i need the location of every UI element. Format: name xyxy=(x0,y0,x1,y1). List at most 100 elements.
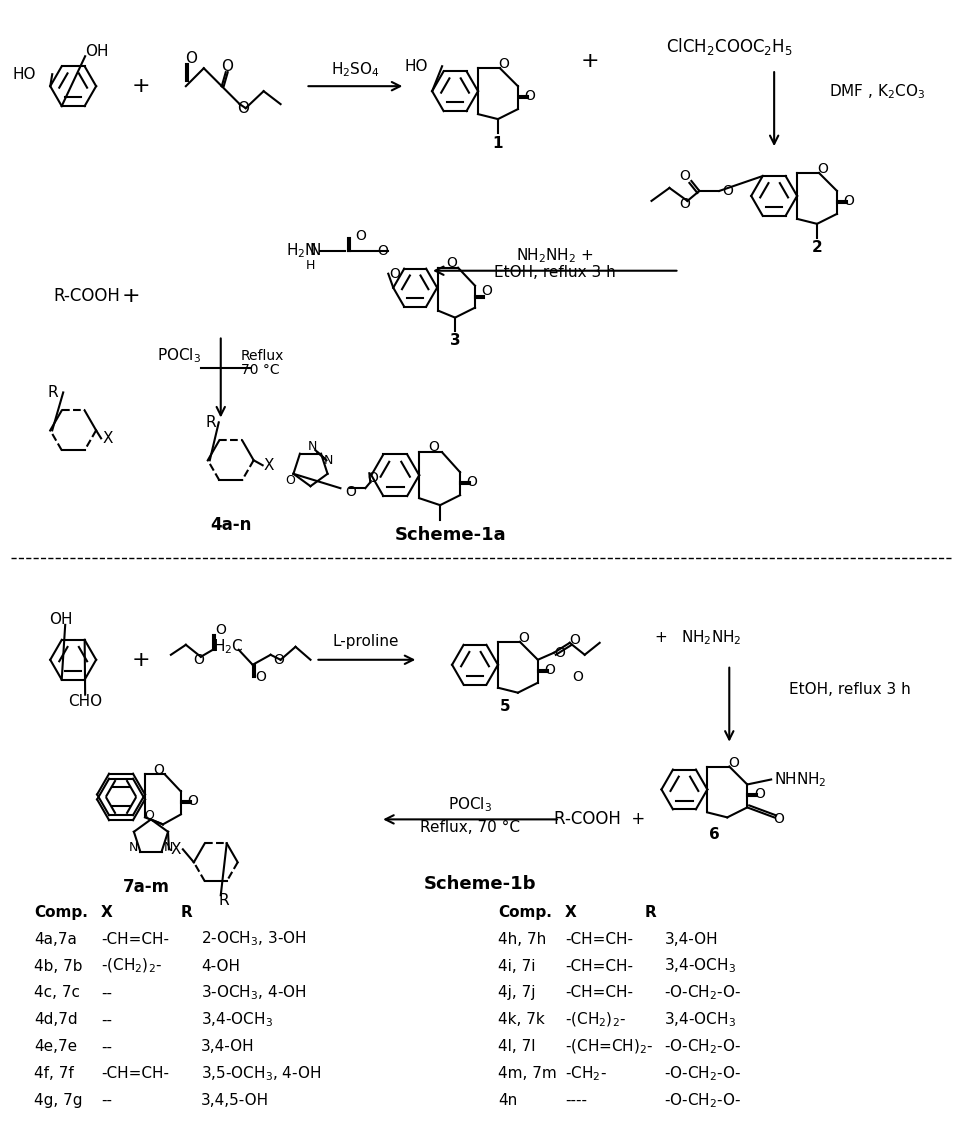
Text: 3: 3 xyxy=(450,333,460,348)
Text: 70 °C: 70 °C xyxy=(240,364,279,377)
Text: O: O xyxy=(366,471,378,485)
Text: O: O xyxy=(518,630,529,645)
Text: 4k, 7k: 4k, 7k xyxy=(498,1012,544,1027)
Text: 4m, 7m: 4m, 7m xyxy=(498,1067,556,1081)
Text: 1: 1 xyxy=(492,135,503,151)
Text: O: O xyxy=(285,474,295,486)
Text: 4-OH: 4-OH xyxy=(201,959,239,974)
Text: 3,5-OCH$_3$, 4-OH: 3,5-OCH$_3$, 4-OH xyxy=(201,1064,321,1083)
Text: R-COOH: R-COOH xyxy=(53,286,120,304)
Text: 3-OCH$_3$, 4-OH: 3-OCH$_3$, 4-OH xyxy=(201,984,306,1002)
Text: 4n: 4n xyxy=(498,1093,517,1109)
Text: OH: OH xyxy=(86,44,109,59)
Text: O: O xyxy=(572,670,582,684)
Text: O: O xyxy=(727,755,738,769)
Text: O: O xyxy=(678,169,689,183)
Text: 4h, 7h: 4h, 7h xyxy=(498,932,546,946)
Text: +   NH$_2$NH$_2$: + NH$_2$NH$_2$ xyxy=(653,628,741,648)
Text: Scheme-1a: Scheme-1a xyxy=(394,526,505,544)
Text: +: + xyxy=(132,76,150,97)
Text: DMF , K$_2$CO$_3$: DMF , K$_2$CO$_3$ xyxy=(828,82,924,100)
Text: 4a-n: 4a-n xyxy=(209,516,251,534)
Text: --: -- xyxy=(101,1093,112,1109)
Text: H$_2$SO$_4$: H$_2$SO$_4$ xyxy=(331,60,380,78)
Text: Reflux: Reflux xyxy=(240,349,283,362)
Text: 4d,7d: 4d,7d xyxy=(35,1012,78,1027)
Text: 3,4,5-OH: 3,4,5-OH xyxy=(201,1093,269,1109)
Text: H$_2$N: H$_2$N xyxy=(285,242,316,260)
Text: 3,4-OH: 3,4-OH xyxy=(664,932,717,946)
Text: -CH=CH-: -CH=CH- xyxy=(564,985,632,1001)
Text: O: O xyxy=(429,441,439,454)
Text: O: O xyxy=(524,89,534,103)
Text: 4g, 7g: 4g, 7g xyxy=(35,1093,83,1109)
Text: X: X xyxy=(103,431,113,445)
Text: POCl$_3$: POCl$_3$ xyxy=(157,346,201,365)
Text: O: O xyxy=(187,794,198,809)
Text: -(CH$_2$)$_2$-: -(CH$_2$)$_2$- xyxy=(101,957,162,975)
Text: +: + xyxy=(579,51,599,72)
Text: 6: 6 xyxy=(708,827,719,842)
Text: X: X xyxy=(263,458,274,473)
Text: N: N xyxy=(309,243,321,258)
Text: 3,4-OH: 3,4-OH xyxy=(201,1039,254,1054)
Text: O: O xyxy=(185,51,197,66)
Text: O: O xyxy=(215,623,226,637)
Text: -(CH=CH)$_2$-: -(CH=CH)$_2$- xyxy=(564,1037,653,1056)
Text: -O-CH$_2$-O-: -O-CH$_2$-O- xyxy=(664,1092,741,1110)
Text: H$_2$C: H$_2$C xyxy=(213,637,244,657)
Text: O: O xyxy=(446,256,457,269)
Text: --: -- xyxy=(101,1012,112,1027)
Text: 4e,7e: 4e,7e xyxy=(35,1039,77,1054)
Text: O: O xyxy=(843,194,853,208)
Text: -O-CH$_2$-O-: -O-CH$_2$-O- xyxy=(664,1064,741,1083)
Text: 4i, 7i: 4i, 7i xyxy=(498,959,535,974)
Text: O: O xyxy=(773,812,784,826)
Text: HO: HO xyxy=(12,67,37,82)
Text: -O-CH$_2$-O-: -O-CH$_2$-O- xyxy=(664,1037,741,1056)
Text: O: O xyxy=(753,787,764,801)
Text: ----: ---- xyxy=(564,1093,586,1109)
Text: 4j, 7j: 4j, 7j xyxy=(498,985,535,1001)
Text: Reflux, 70 °C: Reflux, 70 °C xyxy=(420,820,520,835)
Text: O: O xyxy=(255,670,266,684)
Text: O: O xyxy=(544,662,554,677)
Text: -O-CH$_2$-O-: -O-CH$_2$-O- xyxy=(664,984,741,1002)
Text: -(CH$_2$)$_2$-: -(CH$_2$)$_2$- xyxy=(564,1011,626,1029)
Text: O: O xyxy=(377,244,387,258)
Text: -CH=CH-: -CH=CH- xyxy=(564,959,632,974)
Text: O: O xyxy=(236,101,249,116)
Text: O: O xyxy=(498,57,508,72)
Text: O: O xyxy=(388,267,399,281)
Text: 4b, 7b: 4b, 7b xyxy=(35,959,83,974)
Text: L-proline: L-proline xyxy=(332,634,398,650)
Text: X: X xyxy=(170,842,181,857)
Text: ClCH$_2$COOC$_2$H$_5$: ClCH$_2$COOC$_2$H$_5$ xyxy=(665,35,792,57)
Text: --: -- xyxy=(101,985,112,1001)
Text: NHNH$_2$: NHNH$_2$ xyxy=(774,770,825,788)
Text: EtOH, reflux 3 h: EtOH, reflux 3 h xyxy=(493,265,615,281)
Text: Comp.: Comp. xyxy=(498,904,552,920)
Text: -CH=CH-: -CH=CH- xyxy=(564,932,632,946)
Text: 7a-m: 7a-m xyxy=(122,878,169,896)
Text: -CH=CH-: -CH=CH- xyxy=(101,932,169,946)
Text: HO: HO xyxy=(405,59,428,74)
Text: R: R xyxy=(48,385,59,400)
Text: R-COOH  +: R-COOH + xyxy=(554,810,645,828)
Text: R: R xyxy=(644,904,655,920)
Text: N: N xyxy=(164,841,173,854)
Text: CHO: CHO xyxy=(68,694,102,709)
Text: 4f, 7f: 4f, 7f xyxy=(35,1067,74,1081)
Text: 4c, 7c: 4c, 7c xyxy=(35,985,80,1001)
Text: O: O xyxy=(554,645,565,660)
Text: N: N xyxy=(324,453,333,467)
Text: O: O xyxy=(481,284,492,298)
Text: -CH=CH-: -CH=CH- xyxy=(101,1067,169,1081)
Text: N: N xyxy=(308,440,317,453)
Text: R: R xyxy=(206,415,216,429)
Text: X: X xyxy=(101,904,112,920)
Text: 4l, 7l: 4l, 7l xyxy=(498,1039,535,1054)
Text: X: X xyxy=(564,904,576,920)
Text: EtOH, reflux 3 h: EtOH, reflux 3 h xyxy=(788,683,910,698)
Text: +: + xyxy=(122,285,140,306)
